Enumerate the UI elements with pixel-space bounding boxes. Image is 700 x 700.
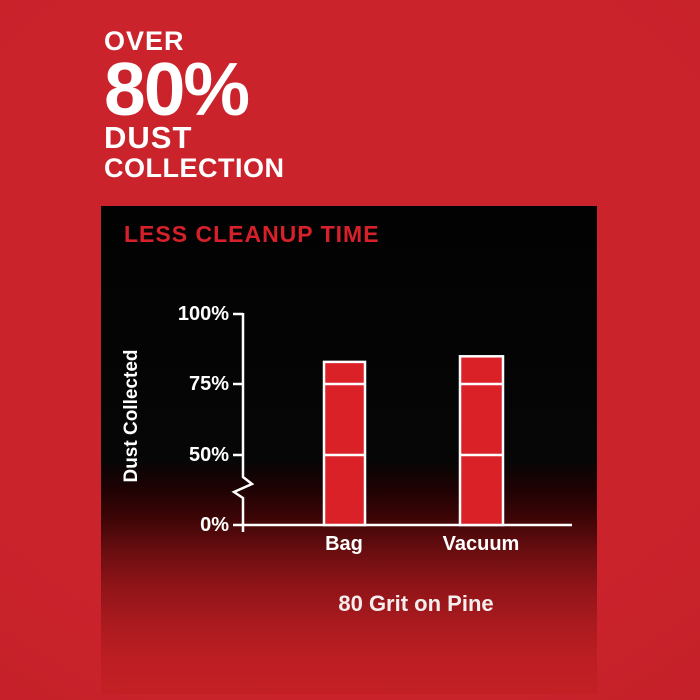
headline-line-dust: DUST [104,120,193,155]
bar-vacuum [458,355,505,527]
category-label-vacuum: Vacuum [442,533,520,555]
bar-bag [322,360,367,527]
headline-line-over: OVER [104,26,185,56]
ytick-label-100: 100% [177,303,229,325]
chart-title: LESS CLEANUP TIME [124,221,380,247]
chart-canvas [231,312,572,532]
chart-caption: 80 Grit on Pine [338,591,494,616]
chart-panel: LESS CLEANUP TIME 100% 75% 50% 0% Dust C… [101,206,597,694]
axis-line [231,313,255,532]
headline: OVER 80% DUST COLLECTION [104,26,285,182]
y-axis-label: Dust Collected [121,349,142,483]
ytick-label-75: 75% [188,373,229,395]
ytick-label-50: 50% [188,444,229,466]
headline-line-collection: COLLECTION [104,153,285,183]
category-label-bag: Bag [325,533,363,555]
ytick-label-0: 0% [200,514,229,536]
headline-line-80-percent: 80% [104,47,250,131]
